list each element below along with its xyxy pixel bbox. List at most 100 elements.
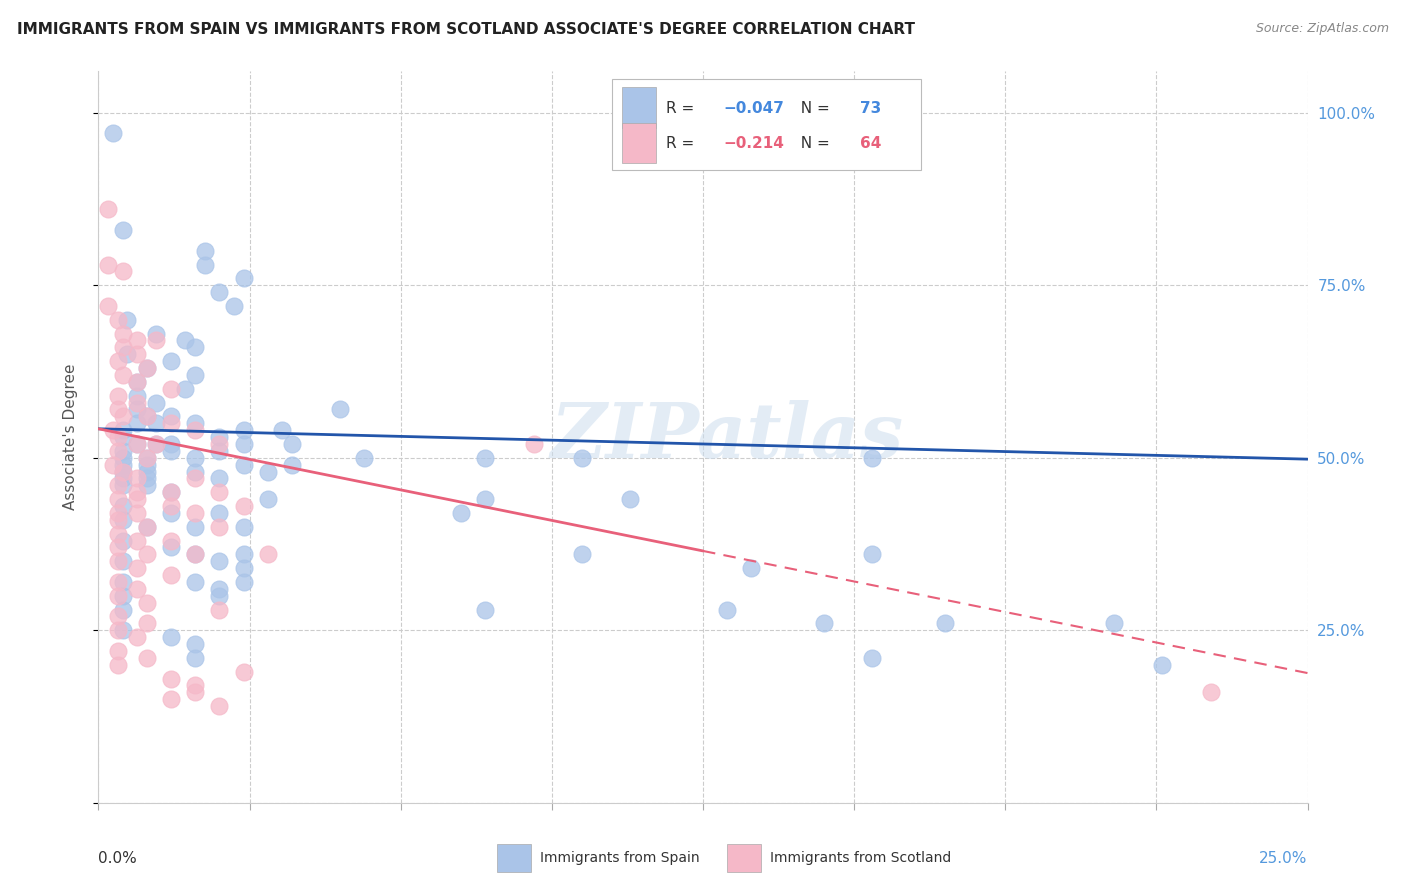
Point bbox=[256, 548, 278, 562]
Point bbox=[160, 692, 183, 706]
Point bbox=[184, 637, 207, 651]
Point bbox=[184, 520, 207, 534]
Point bbox=[111, 499, 134, 513]
Point bbox=[107, 624, 129, 638]
Point bbox=[232, 520, 254, 534]
Point bbox=[160, 499, 183, 513]
Point bbox=[107, 526, 129, 541]
Point bbox=[145, 395, 167, 409]
Point bbox=[160, 417, 183, 431]
Point bbox=[117, 312, 139, 326]
Point bbox=[208, 430, 231, 444]
Point bbox=[208, 520, 231, 534]
FancyBboxPatch shape bbox=[621, 87, 655, 128]
FancyBboxPatch shape bbox=[621, 122, 655, 163]
Text: ZIPatlas: ZIPatlas bbox=[551, 401, 904, 474]
Point bbox=[135, 616, 157, 631]
Point bbox=[571, 548, 593, 562]
Point bbox=[174, 382, 197, 396]
Point bbox=[281, 437, 304, 451]
Point bbox=[127, 437, 149, 451]
Point bbox=[127, 334, 149, 348]
Point bbox=[716, 602, 738, 616]
Point bbox=[111, 223, 134, 237]
Point bbox=[111, 554, 134, 568]
Text: 25.0%: 25.0% bbox=[1260, 851, 1308, 866]
Point bbox=[860, 651, 883, 665]
Point bbox=[934, 616, 956, 631]
Point bbox=[111, 450, 134, 465]
Text: N =: N = bbox=[792, 101, 835, 116]
Point bbox=[127, 389, 149, 403]
Point bbox=[174, 334, 197, 348]
Point bbox=[256, 492, 278, 507]
Point bbox=[107, 657, 129, 672]
FancyBboxPatch shape bbox=[498, 845, 531, 872]
Point bbox=[127, 582, 149, 596]
Point bbox=[1152, 657, 1174, 672]
Point bbox=[208, 589, 231, 603]
Point bbox=[208, 699, 231, 714]
Point bbox=[160, 437, 183, 451]
Point bbox=[184, 368, 207, 382]
Point bbox=[107, 644, 129, 658]
Text: IMMIGRANTS FROM SPAIN VS IMMIGRANTS FROM SCOTLAND ASSOCIATE'S DEGREE CORRELATION: IMMIGRANTS FROM SPAIN VS IMMIGRANTS FROM… bbox=[17, 22, 915, 37]
Point bbox=[135, 361, 157, 376]
Point bbox=[474, 602, 496, 616]
Point bbox=[111, 443, 134, 458]
Point bbox=[107, 554, 129, 568]
FancyBboxPatch shape bbox=[613, 78, 921, 170]
Point bbox=[117, 347, 139, 361]
Text: 64: 64 bbox=[860, 136, 882, 152]
Point bbox=[184, 548, 207, 562]
Point bbox=[256, 465, 278, 479]
Point bbox=[111, 533, 134, 548]
Point bbox=[107, 574, 129, 589]
Point bbox=[474, 450, 496, 465]
Point bbox=[107, 541, 129, 555]
Point bbox=[160, 533, 183, 548]
Point bbox=[160, 443, 183, 458]
Point bbox=[135, 596, 157, 610]
Point bbox=[813, 616, 835, 631]
Point bbox=[127, 375, 149, 389]
Point bbox=[208, 443, 231, 458]
Point bbox=[107, 402, 129, 417]
Point bbox=[107, 430, 129, 444]
Point bbox=[232, 423, 254, 437]
Point bbox=[184, 423, 207, 437]
Point bbox=[135, 471, 157, 485]
Point bbox=[111, 465, 134, 479]
Point bbox=[740, 561, 762, 575]
Point bbox=[135, 458, 157, 472]
Point bbox=[184, 685, 207, 699]
Text: N =: N = bbox=[792, 136, 835, 152]
Point bbox=[107, 506, 129, 520]
Point bbox=[184, 574, 207, 589]
Point bbox=[160, 630, 183, 644]
Point bbox=[111, 326, 134, 341]
Point bbox=[135, 361, 157, 376]
Point bbox=[111, 602, 134, 616]
Point bbox=[145, 334, 167, 348]
Point bbox=[127, 533, 149, 548]
Point bbox=[107, 389, 129, 403]
Point bbox=[127, 417, 149, 431]
Point bbox=[111, 478, 134, 492]
Point bbox=[145, 417, 167, 431]
Point bbox=[111, 340, 134, 354]
Point bbox=[111, 589, 134, 603]
Point bbox=[232, 665, 254, 679]
Text: 73: 73 bbox=[860, 101, 882, 116]
Point bbox=[271, 423, 294, 437]
Point bbox=[184, 450, 207, 465]
Point bbox=[127, 485, 149, 500]
Point bbox=[184, 506, 207, 520]
Point bbox=[208, 285, 231, 300]
Point bbox=[184, 548, 207, 562]
Point bbox=[111, 264, 134, 278]
Point bbox=[107, 589, 129, 603]
Point bbox=[232, 437, 254, 451]
Point bbox=[111, 430, 134, 444]
Point bbox=[523, 437, 546, 451]
